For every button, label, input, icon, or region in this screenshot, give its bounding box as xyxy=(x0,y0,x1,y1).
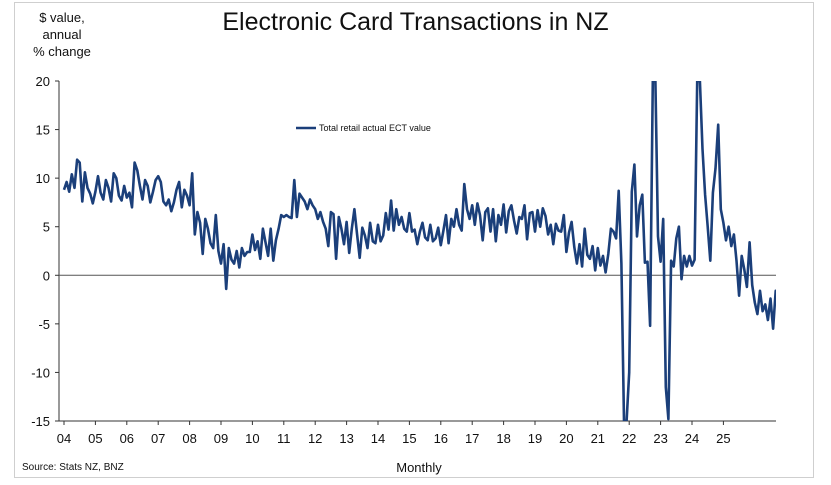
x-tick-label: 21 xyxy=(591,431,605,446)
x-axis-label: Monthly xyxy=(396,460,442,475)
x-tick-label: 10 xyxy=(245,431,259,446)
x-tick-label: 13 xyxy=(339,431,353,446)
x-tick-label: 16 xyxy=(434,431,448,446)
series-line-total-retail xyxy=(62,81,776,421)
y-tick-label: 15 xyxy=(36,123,50,138)
y-tick-label: -5 xyxy=(38,317,50,332)
x-tick-label: 14 xyxy=(371,431,385,446)
y-axis-label-line: % change xyxy=(33,44,91,59)
y-tick-label: 5 xyxy=(43,220,50,235)
x-tick-label: 07 xyxy=(151,431,165,446)
x-tick-label: 25 xyxy=(716,431,730,446)
x-tick-label: 11 xyxy=(277,431,291,446)
x-tick-label: 04 xyxy=(57,431,71,446)
y-tick-label: 0 xyxy=(43,268,50,283)
y-axis-label-line: $ value, xyxy=(39,10,85,25)
legend-label: Total retail actual ECT value xyxy=(319,123,431,133)
x-tick-label: 22 xyxy=(622,431,636,446)
x-tick-label: 09 xyxy=(214,431,228,446)
source-note: Source: Stats NZ, BNZ xyxy=(22,462,124,473)
x-tick-label: 18 xyxy=(496,431,510,446)
x-tick-label: 19 xyxy=(528,431,542,446)
x-tick-label: 05 xyxy=(88,431,102,446)
x-tick-label: 17 xyxy=(465,431,479,446)
y-tick-label: 10 xyxy=(36,171,50,186)
chart-title: Electronic Card Transactions in NZ xyxy=(222,8,609,36)
x-tick-label: 12 xyxy=(308,431,322,446)
x-tick-label: 06 xyxy=(120,431,134,446)
x-tick-label: 23 xyxy=(653,431,667,446)
x-tick-label: 08 xyxy=(182,431,196,446)
x-tick-label: 24 xyxy=(685,431,699,446)
y-tick-label: -15 xyxy=(31,414,50,429)
y-tick-label: -10 xyxy=(31,365,50,380)
y-tick-label: 20 xyxy=(36,74,50,89)
x-tick-label: 20 xyxy=(559,431,573,446)
y-axis-label: $ value, annual % change xyxy=(22,9,102,60)
y-axis-label-line: annual xyxy=(42,27,82,42)
x-tick-label: 15 xyxy=(402,431,416,446)
